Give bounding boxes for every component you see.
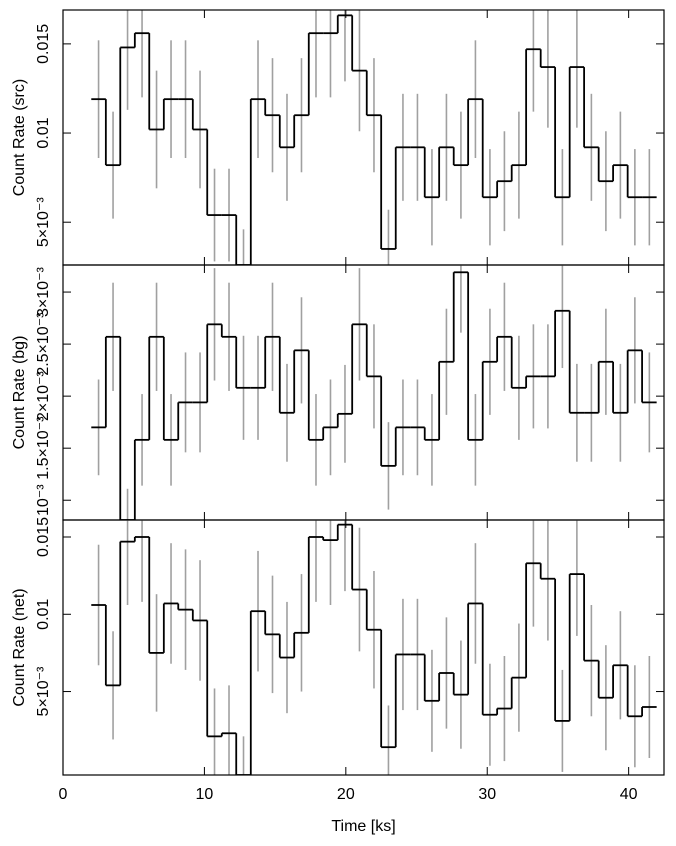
axes-frame xyxy=(62,9,665,266)
y-tick-label: 3×10⁻³ xyxy=(35,266,52,316)
panel: 10⁻³ 1.5×10⁻³2×10⁻³2.5×10⁻³3×10⁻³ Count Ra… xyxy=(11,264,665,521)
y-tick-label: 2×10⁻³ xyxy=(35,371,52,421)
axes-frame xyxy=(62,519,665,776)
y-axis-label: Count Rate (src) xyxy=(11,79,28,196)
panel: 0 10 20 30 40 5×10⁻³ 0.01 0.015 Count Rate (net)… xyxy=(11,517,665,835)
y-tick-label: 10⁻³ xyxy=(35,484,52,516)
y-tick-label: 5×10⁻³ xyxy=(35,197,52,247)
y-tick-label: 0.015 xyxy=(35,24,52,64)
plot-area xyxy=(91,10,657,265)
y-axis-label: Count Rate (net) xyxy=(11,588,28,706)
x-tick-label: 30 xyxy=(478,786,496,803)
axes-frame xyxy=(62,264,665,521)
plot-area xyxy=(91,265,657,520)
y-tick-label: 0.01 xyxy=(35,117,52,148)
y-tick-label: 0.01 xyxy=(35,599,52,630)
plot-area xyxy=(91,520,657,775)
y-tick-label: 1.5×10⁻³ xyxy=(35,416,52,480)
y-tick-label: 0.015 xyxy=(35,517,52,557)
y-tick-label: 5×10⁻³ xyxy=(35,666,52,716)
x-axis-label: Time [ks] xyxy=(331,818,395,835)
x-tick-label: 0 xyxy=(59,786,68,803)
x-tick-label: 40 xyxy=(620,786,638,803)
x-tick-label: 10 xyxy=(196,786,214,803)
x-tick-label: 20 xyxy=(337,786,355,803)
y-tick-label: 2.5×10⁻³ xyxy=(35,312,52,376)
panel: 5×10⁻³ 0.01 0.015 Count Rate (src) xyxy=(11,9,665,266)
y-axis-label: Count Rate (bg) xyxy=(11,336,28,450)
